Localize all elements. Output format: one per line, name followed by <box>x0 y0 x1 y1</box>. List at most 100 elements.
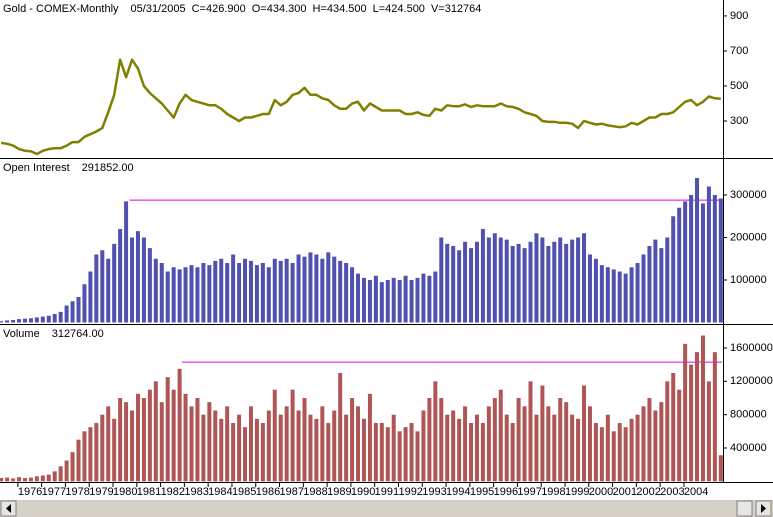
bar <box>587 254 592 323</box>
x-tick-label: 1996 <box>494 486 518 498</box>
bar <box>201 414 206 482</box>
bar <box>22 478 27 482</box>
x-tick-label: 1985 <box>232 486 256 498</box>
bar <box>576 418 581 482</box>
bar <box>635 263 640 323</box>
panel-header-value: 291852.00 <box>82 162 134 174</box>
bar <box>70 452 75 482</box>
bar <box>421 273 426 323</box>
bar <box>350 398 355 482</box>
bar <box>576 237 581 323</box>
scroll-track[interactable] <box>0 500 773 517</box>
bar <box>689 364 694 482</box>
scroll-thumb[interactable] <box>736 500 753 517</box>
bar <box>361 277 366 323</box>
bar <box>379 282 384 323</box>
bar <box>373 423 378 482</box>
bar <box>153 381 158 482</box>
bar <box>397 431 402 482</box>
bar <box>683 343 688 482</box>
bar <box>195 398 200 482</box>
bar <box>647 246 652 323</box>
x-tick-label: 1998 <box>541 486 565 498</box>
y-tick-label: 700 <box>730 45 748 57</box>
x-tick-label: 1978 <box>65 486 89 498</box>
bar <box>171 389 176 482</box>
bar <box>213 260 218 323</box>
bar <box>141 398 146 482</box>
bar <box>611 269 616 323</box>
bar <box>130 410 135 482</box>
bar <box>58 311 63 323</box>
x-tick-label: 1991 <box>375 486 399 498</box>
price-line <box>1 58 721 156</box>
bar <box>463 241 468 323</box>
bar <box>409 423 414 482</box>
bar <box>344 414 349 482</box>
bar <box>260 423 265 482</box>
bar <box>82 284 87 323</box>
bar <box>599 427 604 482</box>
bar <box>314 418 319 482</box>
scrollbar[interactable] <box>0 500 773 517</box>
panel-header-value: O=434.300 <box>252 3 307 15</box>
bar <box>534 233 539 323</box>
bar <box>100 414 105 482</box>
bar <box>94 423 99 482</box>
bar <box>474 414 479 482</box>
bar <box>124 402 129 482</box>
bar <box>564 243 569 323</box>
bar <box>76 439 81 482</box>
bar <box>147 248 152 323</box>
bar <box>445 243 450 323</box>
bar <box>623 273 628 323</box>
bar <box>367 393 372 482</box>
bar <box>11 478 16 482</box>
bar <box>254 265 259 323</box>
bar <box>266 410 271 482</box>
bar <box>712 195 717 323</box>
bar <box>290 389 295 482</box>
bar <box>320 258 325 323</box>
arrow-icon <box>761 504 766 513</box>
bar <box>546 246 551 323</box>
bar <box>243 258 248 323</box>
x-tick-label: 2004 <box>684 486 708 498</box>
bar <box>356 406 361 482</box>
bar <box>492 398 497 482</box>
y-tick-label: 800000 <box>730 409 767 421</box>
y-tick-label: 1200000 <box>730 375 773 387</box>
bar <box>201 263 206 323</box>
bar <box>278 414 283 482</box>
bar <box>165 271 170 323</box>
x-tick-label: 1983 <box>184 486 208 498</box>
bar <box>254 418 259 482</box>
bar <box>480 423 485 482</box>
bar <box>385 280 390 323</box>
bar <box>124 201 129 323</box>
bar <box>46 315 51 323</box>
x-tick-label: 2002 <box>636 486 660 498</box>
bar <box>272 389 277 482</box>
bar <box>706 186 711 323</box>
bar <box>611 431 616 482</box>
bar <box>5 477 10 482</box>
bar <box>570 239 575 323</box>
bar <box>516 398 521 482</box>
bar <box>106 406 111 482</box>
bar <box>46 474 51 482</box>
bar <box>582 233 587 323</box>
bar <box>516 243 521 323</box>
bar <box>302 256 307 323</box>
bar <box>135 393 140 482</box>
bar <box>474 241 479 323</box>
bar <box>314 254 319 323</box>
bar <box>504 239 509 323</box>
bar <box>332 256 337 323</box>
panel-title: Volume <box>3 328 40 340</box>
panel-title: Open Interest <box>3 162 70 174</box>
bar <box>647 398 652 482</box>
panel-title: Gold - COMEX-Monthly <box>3 3 119 15</box>
bar <box>439 398 444 482</box>
